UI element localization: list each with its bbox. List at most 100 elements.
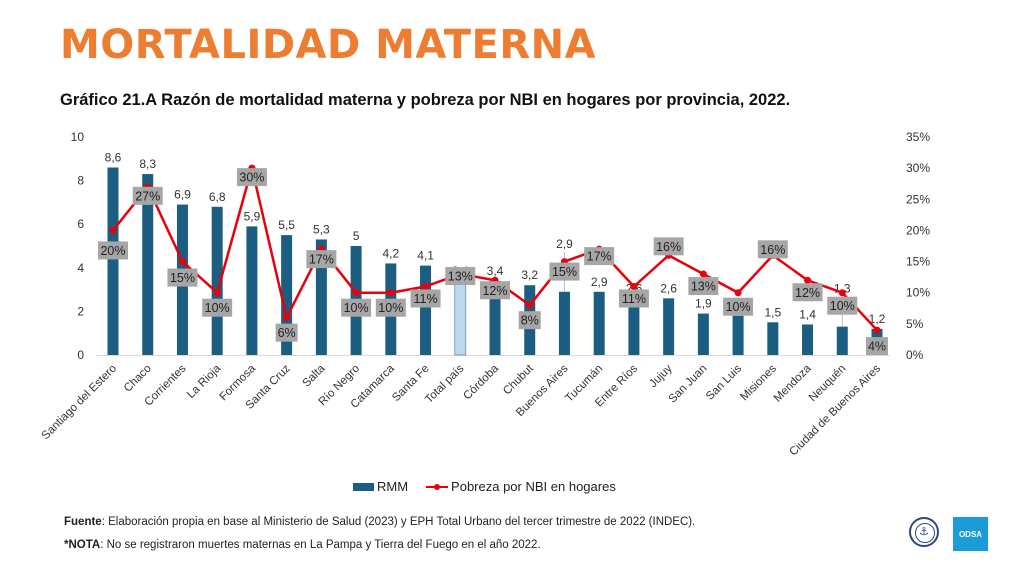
bar [663,298,675,355]
line-value-label: 16% [656,240,681,254]
line-value-label: 13% [448,270,473,284]
university-seal-logo-icon [909,517,939,547]
bar-value-label: 6,8 [209,190,226,204]
line-value-label: 30% [239,171,264,185]
note-text: : No se registraron muertes maternas en … [100,539,541,551]
chart: 0 2 4 6 8 10 0% 5% 10% 15% 20% 25% 30% 35% 8,6 8,3 6,9… [40,130,931,458]
bar-value-label: 5,3 [313,222,330,236]
y-left-tick-label: 4 [77,261,84,275]
category-label: San Juan [667,363,710,406]
category-label: Jujuy [647,362,675,390]
bar [836,326,848,355]
legend-label-rmm: RMM [377,479,409,494]
y-right-tick-label: 0% [906,348,924,362]
line-value-label: 10% [205,301,230,315]
line-value-label: 4% [868,340,886,354]
line-value-label: 17% [309,253,334,267]
y-right-tick-label: 10% [906,286,930,300]
line-value-label-box [618,289,649,308]
bar [315,239,327,355]
legend-item-pobreza: Pobreza por NBI en hogares [426,479,616,494]
line-value-label: 15% [552,265,577,279]
line-value-label-box [341,298,372,317]
y-left-tick-label: 8 [77,174,84,188]
y-right-tick-label: 20% [906,223,930,237]
y-left-tick-label: 10 [71,130,85,144]
line-point [178,258,186,266]
bar-value-label: 1,4 [799,307,816,321]
line-value-label: 17% [587,250,612,264]
chart-title: Gráfico 21.A Razón de mortalidad materna… [60,91,791,109]
line-point [213,289,221,297]
line-point [630,282,638,290]
line-value-label-box [202,298,233,317]
bar-value-label: 6,9 [174,188,191,202]
bar [246,226,258,355]
legend: RMM Pobreza por NBI en hogares [353,479,634,494]
bar [593,291,605,355]
bar-value-label: 2,9 [591,275,608,289]
bar-value-label: 4,1 [417,249,434,263]
line-point [873,326,881,334]
line-value-label-box [410,289,441,308]
bar [558,291,570,355]
y-right-tick-label: 35% [906,130,930,144]
footnote: *NOTA: No se registraron muertes materna… [64,539,541,551]
bar-value-label: 1,2 [869,312,886,326]
line-value-label: 11% [413,292,437,306]
line-point [734,289,742,297]
page-title: MORTALIDAD MATERNA [60,22,597,68]
bar-value-label: 5 [353,229,360,243]
line-value-label-box [445,267,476,286]
line-point [283,314,291,322]
bar-value-label: 2,9 [556,237,573,251]
y-axis-right: 0% 5% 10% 15% 20% 25% 30% 35% [906,130,930,362]
bar [732,315,744,355]
line-value-label-box [518,311,541,330]
legend-line-swatch-icon [426,483,449,490]
line-value-label: 11% [622,292,646,306]
line-value-label-box [723,297,754,316]
bar [281,235,293,355]
line-value-label-box [236,168,267,187]
bar [420,265,432,355]
line-value-labels: 20% 27% 15% 10% 30% 6% 17% 10% 10% 11% 13% 12% 8% 15%… [98,168,888,356]
bar-value-label: 8,3 [139,157,156,171]
legend-bar-swatch-icon [353,482,374,491]
line-value-label-box [375,298,406,317]
bar [767,322,779,355]
line-value-label: 27% [135,189,160,203]
bar [697,313,709,355]
bar-value-label: 3,2 [521,268,538,282]
bar [107,167,119,355]
source-note: Fuente: Elaboración propia en base al Mi… [64,516,695,528]
y-right-tick-label: 25% [906,192,930,206]
category-label: Chaco [122,363,154,395]
bar [489,280,501,355]
line-point [352,289,360,297]
line-value-label-box [480,281,510,300]
line-point [804,276,812,284]
bar [628,298,640,355]
y-left-tick-label: 0 [77,348,84,362]
line-value-label-box [757,240,788,259]
line-value-label: 10% [726,300,751,314]
line-value-label-box [866,337,888,356]
category-label: Santiago del Estero [40,363,119,442]
line-value-label: 10% [344,301,369,315]
bar [802,324,814,355]
line-point [422,282,430,290]
line-value-label-box [549,262,580,281]
bar-value-labels: 8,68,36,96,85,95,55,354,24,13,43,43,22,9… [105,151,886,327]
line-value-label-box [584,247,615,266]
y-right-tick-label: 5% [906,317,924,331]
line-value-label: 12% [482,284,507,298]
line-value-label-box [653,237,684,256]
line-point [838,289,846,297]
line-point [109,226,117,234]
source-text: : Elaboración propia en base al Minister… [101,516,696,528]
bar-value-label: 5,5 [278,218,295,232]
y-left-tick-label: 2 [77,304,84,318]
line-value-label: 6% [278,326,296,340]
